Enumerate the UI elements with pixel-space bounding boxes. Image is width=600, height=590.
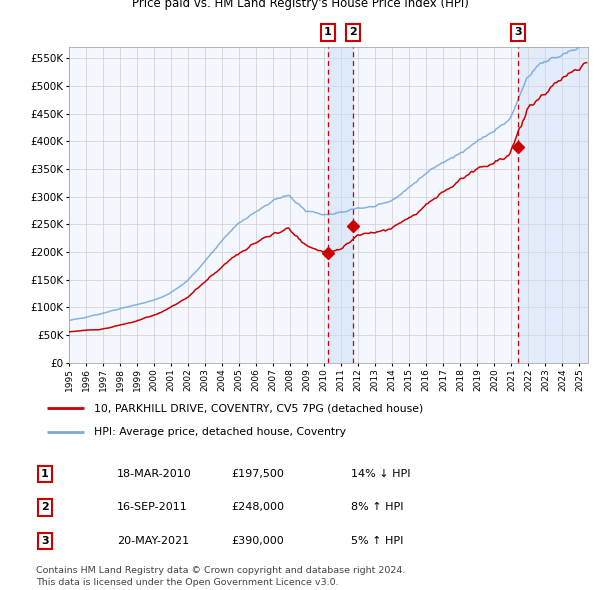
Text: 2: 2 (349, 28, 357, 37)
Text: 1: 1 (41, 469, 49, 478)
Text: £390,000: £390,000 (231, 536, 284, 546)
Text: 20-MAY-2021: 20-MAY-2021 (117, 536, 189, 546)
Text: Price paid vs. HM Land Registry's House Price Index (HPI): Price paid vs. HM Land Registry's House … (131, 0, 469, 10)
Text: 18-MAR-2010: 18-MAR-2010 (117, 469, 192, 478)
Text: 10, PARKHILL DRIVE, COVENTRY, CV5 7PG (detached house): 10, PARKHILL DRIVE, COVENTRY, CV5 7PG (d… (94, 403, 424, 413)
Text: 14% ↓ HPI: 14% ↓ HPI (351, 469, 410, 478)
Text: 2: 2 (41, 503, 49, 512)
Bar (328, 47, 353, 363)
Text: 1: 1 (324, 28, 332, 37)
Bar (518, 47, 588, 363)
Text: 16-SEP-2011: 16-SEP-2011 (117, 503, 188, 512)
Text: HPI: Average price, detached house, Coventry: HPI: Average price, detached house, Cove… (94, 427, 346, 437)
Text: £197,500: £197,500 (231, 469, 284, 478)
Text: 8% ↑ HPI: 8% ↑ HPI (351, 503, 404, 512)
Text: Contains HM Land Registry data © Crown copyright and database right 2024.
This d: Contains HM Land Registry data © Crown c… (36, 566, 406, 587)
Text: 3: 3 (514, 28, 522, 37)
Text: £248,000: £248,000 (231, 503, 284, 512)
Text: 5% ↑ HPI: 5% ↑ HPI (351, 536, 403, 546)
Text: 3: 3 (41, 536, 49, 546)
